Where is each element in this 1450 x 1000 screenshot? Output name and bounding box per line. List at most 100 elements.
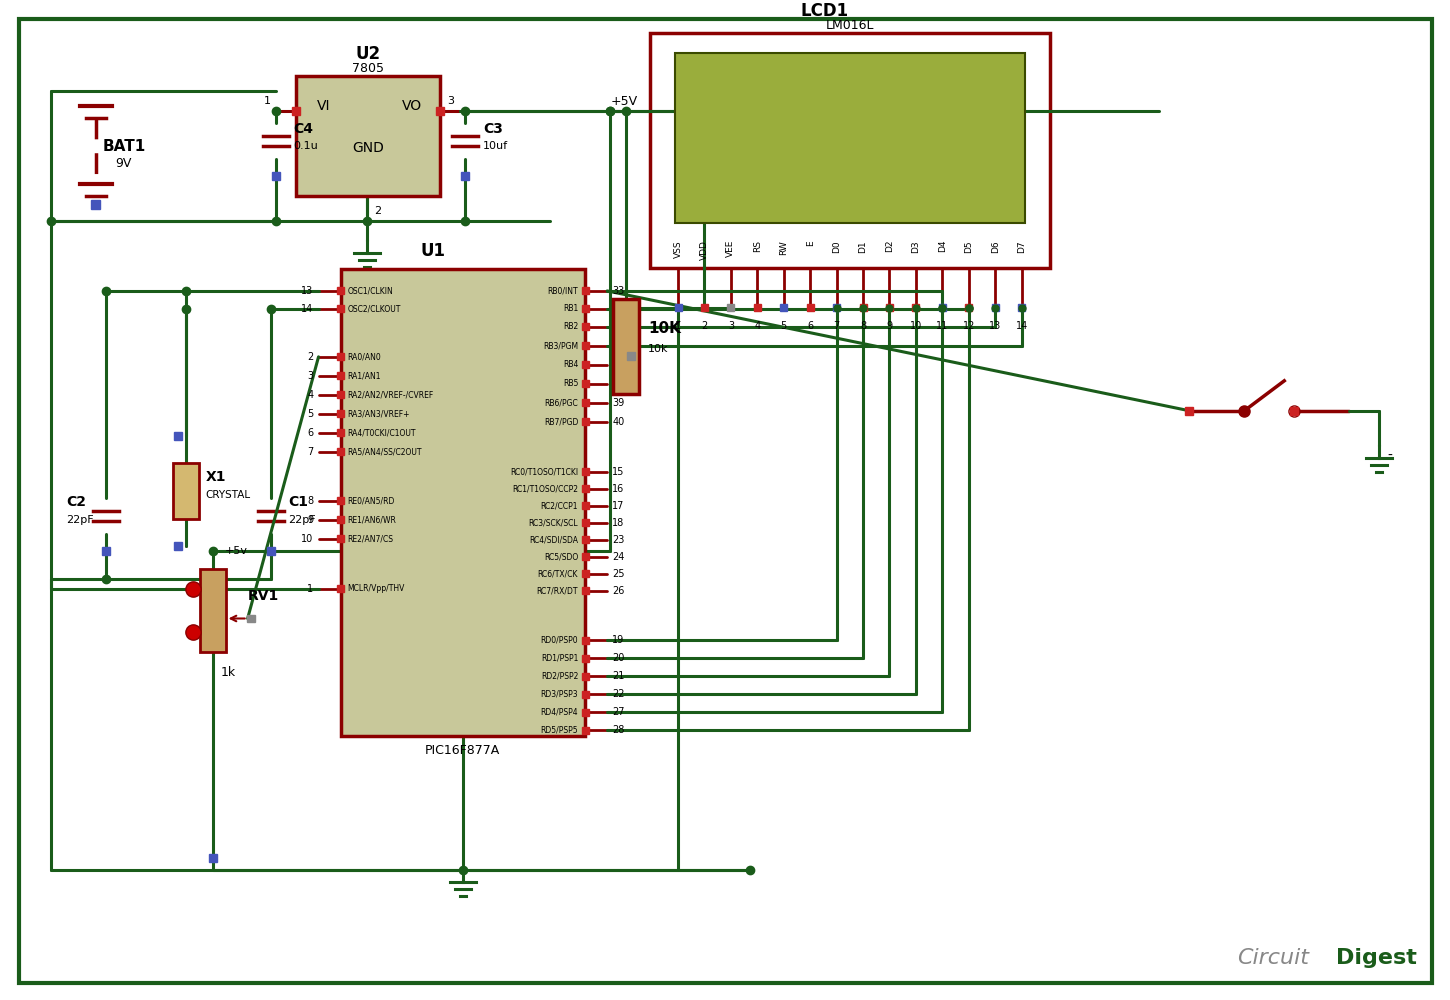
Bar: [336, 372, 344, 379]
Text: CRYSTAL: CRYSTAL: [206, 490, 251, 500]
Bar: [336, 305, 344, 312]
Text: RV1: RV1: [248, 589, 278, 603]
Text: 10uf: 10uf: [483, 141, 509, 151]
Text: 35: 35: [612, 322, 625, 332]
Bar: [581, 536, 589, 543]
Text: 1: 1: [676, 321, 682, 331]
Bar: [992, 304, 999, 311]
Bar: [581, 519, 589, 526]
Text: 3: 3: [447, 96, 454, 106]
Text: RW: RW: [779, 240, 789, 255]
Text: 11: 11: [937, 321, 948, 331]
Text: 12: 12: [963, 321, 974, 331]
Text: 8: 8: [860, 321, 866, 331]
Bar: [860, 304, 867, 311]
Bar: [581, 418, 589, 425]
Bar: [341, 269, 586, 736]
Bar: [336, 410, 344, 417]
Text: 6: 6: [307, 428, 313, 438]
Text: RB2: RB2: [563, 322, 579, 331]
Bar: [336, 429, 344, 436]
Text: RC2/CCP1: RC2/CCP1: [541, 501, 579, 510]
Text: RA3/AN3/VREF+: RA3/AN3/VREF+: [348, 409, 410, 418]
Text: 7: 7: [834, 321, 840, 331]
Text: D2: D2: [884, 240, 895, 252]
Text: RB5: RB5: [563, 379, 579, 388]
Text: OSC2/CLKOUT: OSC2/CLKOUT: [348, 304, 400, 313]
Text: 3: 3: [728, 321, 734, 331]
Text: +5v: +5v: [225, 546, 248, 556]
Text: 13: 13: [302, 286, 313, 296]
Text: 14: 14: [302, 304, 313, 314]
Text: ↑: ↑: [188, 584, 197, 594]
Text: 37: 37: [612, 360, 625, 370]
Text: VI: VI: [316, 99, 331, 113]
Text: D3: D3: [912, 240, 921, 253]
Bar: [581, 287, 589, 294]
Bar: [1290, 407, 1298, 415]
Bar: [628, 352, 635, 360]
Text: RB6/PGC: RB6/PGC: [544, 398, 579, 407]
Bar: [581, 305, 589, 312]
Text: RD2/PSP2: RD2/PSP2: [541, 672, 579, 681]
Text: RA2/AN2/VREF-/CVREF: RA2/AN2/VREF-/CVREF: [348, 390, 434, 399]
Text: U2: U2: [355, 45, 380, 63]
Bar: [966, 304, 973, 311]
Text: 10: 10: [302, 534, 313, 544]
Text: RB3/PGM: RB3/PGM: [544, 341, 579, 350]
Text: VEE: VEE: [726, 240, 735, 257]
Bar: [912, 304, 919, 311]
Bar: [581, 361, 589, 368]
Bar: [581, 399, 589, 406]
Text: U1: U1: [420, 242, 445, 260]
Text: RS: RS: [753, 240, 761, 252]
Bar: [436, 107, 444, 115]
Text: 4: 4: [754, 321, 760, 331]
Text: 9: 9: [307, 515, 313, 525]
Bar: [806, 304, 813, 311]
Text: VO: VO: [402, 99, 422, 113]
Bar: [581, 323, 589, 330]
Text: RE2/AN7/CS: RE2/AN7/CS: [348, 534, 393, 543]
Bar: [336, 391, 344, 398]
Text: 17: 17: [612, 501, 625, 511]
Bar: [1018, 304, 1025, 311]
Text: 2: 2: [702, 321, 708, 331]
Bar: [336, 585, 344, 592]
Bar: [1186, 407, 1193, 415]
Bar: [676, 53, 1025, 223]
Text: 21: 21: [612, 671, 625, 681]
Bar: [581, 637, 589, 644]
Text: 26%: 26%: [209, 602, 218, 619]
Bar: [581, 727, 589, 734]
Text: 3: 3: [307, 371, 313, 381]
Text: 13: 13: [989, 321, 1002, 331]
Bar: [267, 547, 274, 555]
Bar: [581, 485, 589, 492]
Text: RD0/PSP0: RD0/PSP0: [541, 636, 579, 645]
Text: C3: C3: [483, 122, 503, 136]
Bar: [700, 304, 708, 311]
Bar: [336, 535, 344, 542]
Text: RA0/AN0: RA0/AN0: [348, 352, 381, 361]
Bar: [174, 432, 181, 440]
Bar: [780, 304, 787, 311]
Bar: [613, 299, 639, 394]
Bar: [938, 304, 945, 311]
Text: RC6/TX/CK: RC6/TX/CK: [538, 569, 579, 578]
Bar: [728, 304, 734, 311]
Text: VSS: VSS: [674, 240, 683, 258]
Text: C2: C2: [65, 495, 86, 509]
Bar: [271, 172, 280, 180]
Text: RB4: RB4: [563, 360, 579, 369]
Text: 25: 25: [612, 569, 625, 579]
Bar: [296, 76, 441, 196]
Text: RC4/SDI/SDA: RC4/SDI/SDA: [529, 535, 579, 544]
Text: 34: 34: [612, 304, 625, 314]
Bar: [336, 448, 344, 455]
Text: 27: 27: [612, 707, 625, 717]
Bar: [754, 304, 761, 311]
Text: RD3/PSP3: RD3/PSP3: [541, 690, 579, 699]
Text: 18: 18: [612, 518, 625, 528]
Text: -: -: [1388, 449, 1392, 463]
